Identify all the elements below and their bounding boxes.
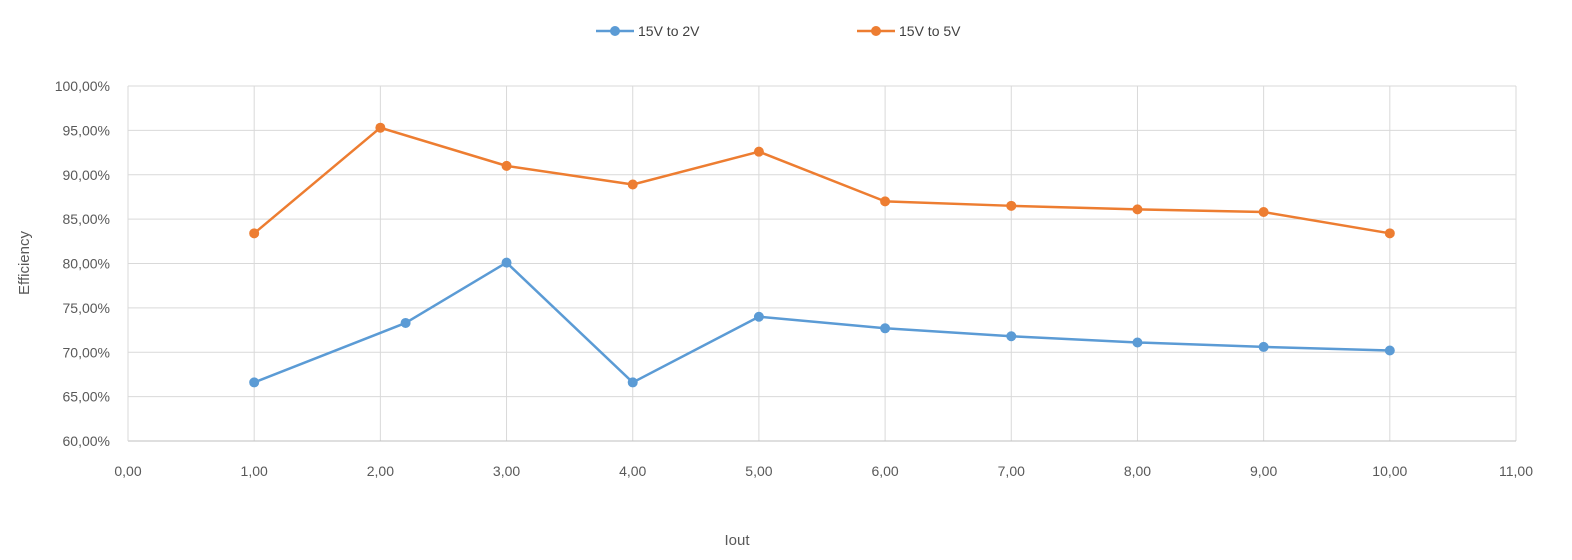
y-tick-label: 70,00% <box>63 344 110 360</box>
data-point <box>1258 341 1269 352</box>
data-point <box>501 257 512 268</box>
data-point <box>627 377 638 388</box>
y-tick-label: 85,00% <box>63 211 110 227</box>
legend: 15V to 2V 15V to 5V <box>596 23 961 39</box>
series-layer <box>249 122 1395 388</box>
y-tick-label: 80,00% <box>63 256 110 272</box>
y-tick-label: 65,00% <box>63 389 110 405</box>
data-point <box>753 311 764 322</box>
x-axis-title: Iout <box>724 532 750 549</box>
data-point <box>1384 345 1395 356</box>
legend-label: 15V to 2V <box>638 23 700 39</box>
data-point <box>753 146 764 157</box>
x-tick-label: 4,00 <box>619 463 646 479</box>
x-tick-label: 11,00 <box>1499 463 1533 479</box>
y-axis-title: Efficiency <box>16 231 33 295</box>
gridlines <box>127 85 1517 442</box>
x-tick-label: 5,00 <box>745 463 772 479</box>
x-tick-label: 0,00 <box>114 463 141 479</box>
legend-marker <box>610 26 620 36</box>
data-point <box>1384 228 1395 239</box>
data-point <box>1132 204 1143 215</box>
series-1 <box>249 257 1395 388</box>
data-point <box>880 196 891 207</box>
x-tick-label: 1,00 <box>241 463 268 479</box>
axes: 0,00 1,00 2,00 3,00 4,00 5,00 6,00 7,00 8,00 9,00… <box>55 78 1533 479</box>
data-point <box>1132 337 1143 348</box>
data-point <box>249 377 260 388</box>
data-point <box>880 323 891 334</box>
data-point <box>400 317 411 328</box>
y-tick-label: 95,00% <box>63 122 110 138</box>
series-line <box>253 126 1391 235</box>
data-point <box>375 122 386 133</box>
x-tick-label: 3,00 <box>493 463 520 479</box>
data-point <box>1258 207 1269 218</box>
legend-item-1: 15V to 2V <box>596 23 700 39</box>
series-2 <box>249 122 1395 239</box>
data-point <box>501 160 512 171</box>
legend-label: 15V to 5V <box>899 23 961 39</box>
x-tick-label: 8,00 <box>1124 463 1151 479</box>
y-tick-label: 75,00% <box>63 300 110 316</box>
y-tick-label: 100,00% <box>55 78 110 94</box>
legend-item-2: 15V to 5V <box>857 23 961 39</box>
series-line <box>253 261 1390 384</box>
data-point <box>1006 331 1017 342</box>
x-tick-label: 9,00 <box>1250 463 1277 479</box>
y-tick-label: 60,00% <box>63 433 110 449</box>
x-tick-label: 10,00 <box>1372 463 1407 479</box>
x-tick-label: 2,00 <box>367 463 394 479</box>
x-tick-label: 7,00 <box>998 463 1025 479</box>
data-point <box>249 228 260 239</box>
legend-marker <box>871 26 881 36</box>
x-tick-label: 6,00 <box>871 463 898 479</box>
y-tick-label: 90,00% <box>63 167 110 183</box>
data-point <box>1006 200 1017 211</box>
data-point <box>627 179 638 190</box>
